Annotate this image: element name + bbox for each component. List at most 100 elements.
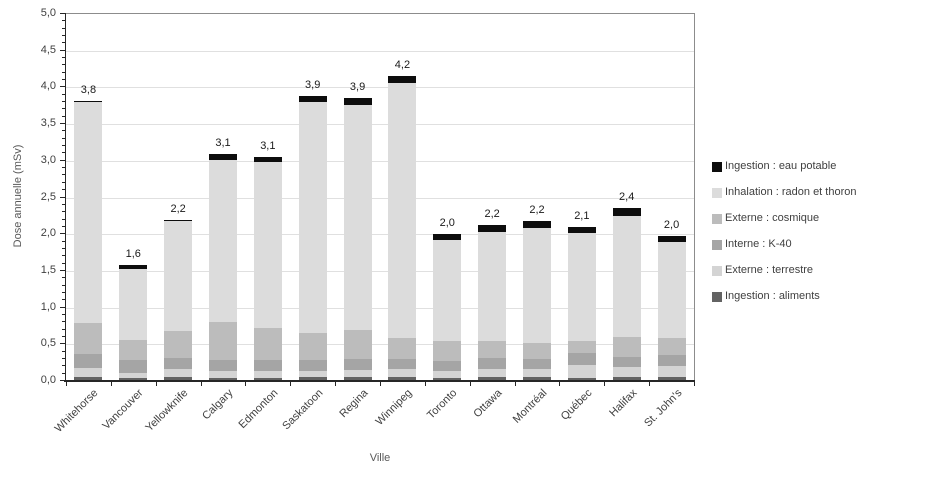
bar-total-label: 2,2 (529, 203, 545, 216)
y-major-tick (60, 49, 66, 51)
y-minor-tick (62, 93, 66, 95)
bar-total-label: 2,1 (574, 209, 590, 222)
y-major-tick (60, 86, 66, 88)
legend-item: Interne : K-40 (712, 239, 856, 250)
y-minor-tick (62, 372, 66, 374)
bar-segment (433, 234, 462, 241)
bar-segment (388, 337, 417, 359)
legend-item: Externe : cosmique (712, 213, 856, 224)
y-minor-tick (62, 57, 66, 59)
bar-segment (478, 232, 507, 342)
y-major-tick (60, 13, 66, 14)
bar-segment (657, 366, 686, 378)
bar-segment (388, 83, 417, 338)
y-major-tick (60, 343, 66, 345)
bar-segment (433, 340, 462, 362)
legend-swatch (712, 239, 722, 250)
legend-swatch (712, 161, 722, 172)
x-tick (380, 382, 381, 386)
bar-segment (657, 377, 686, 381)
bar-segment (164, 220, 193, 221)
x-tick (424, 382, 426, 386)
legend-swatch (712, 187, 722, 198)
x-tick (649, 382, 651, 386)
bar-segment (388, 377, 417, 381)
y-minor-tick (62, 108, 66, 110)
y-minor-tick (62, 20, 66, 22)
bar-segment (523, 227, 551, 343)
x-tick (335, 382, 337, 386)
bar-segment (209, 378, 237, 381)
bar-segment (657, 338, 686, 356)
x-category-label: Whitehorse (53, 387, 101, 435)
y-tick-label: 2,5 (40, 190, 56, 203)
y-major-tick (60, 159, 66, 161)
y-minor-tick (62, 130, 66, 132)
bar-segment (119, 339, 148, 361)
bar-segment (298, 359, 327, 371)
y-minor-tick (62, 211, 66, 213)
bar-segment (343, 329, 372, 359)
bar-segment (343, 105, 372, 330)
bar-segment (74, 323, 103, 354)
bar-segment (567, 341, 596, 354)
gridline (66, 50, 694, 52)
bar-segment (478, 341, 507, 359)
legend-item: Inhalation : radon et thoron (712, 187, 856, 198)
gridline (66, 344, 694, 346)
gridline (66, 270, 694, 272)
y-tick-label: 0,5 (40, 337, 56, 350)
bar-segment (433, 378, 462, 381)
bar-segment (209, 370, 237, 379)
y-major-tick (60, 196, 66, 198)
y-tick-label: 1,5 (40, 263, 56, 276)
bar-segment (657, 235, 686, 243)
x-tick (514, 382, 516, 386)
bar-segment (612, 207, 641, 216)
bar-total-label: 3,1 (260, 140, 276, 153)
legend-label: Ingestion : aliments (725, 290, 820, 302)
bar-segment (478, 224, 507, 232)
bar-segment (209, 359, 237, 371)
bar-segment (253, 328, 282, 361)
bar-segment (253, 157, 282, 163)
bar-segment (164, 221, 193, 332)
y-minor-tick (62, 145, 66, 147)
legend: Ingestion : eau potable Inhalation : rado… (712, 161, 856, 302)
bar-segment (388, 359, 417, 370)
bar-segment (478, 369, 507, 378)
bar-segment (74, 367, 103, 378)
bar-segment (164, 377, 193, 381)
y-minor-tick (62, 152, 66, 154)
y-minor-tick (62, 284, 66, 286)
y-major-tick (60, 269, 66, 271)
bar-segment (343, 359, 372, 370)
bar-segment (478, 377, 507, 381)
bar-segment (253, 162, 282, 329)
y-minor-tick (62, 247, 66, 249)
bar-segment (567, 378, 596, 381)
y-tick-label: 1,0 (40, 300, 56, 313)
bar-segment (343, 370, 372, 378)
y-minor-tick (62, 365, 66, 367)
x-tick (469, 382, 471, 386)
bar-segment (343, 98, 372, 106)
y-minor-tick (62, 35, 66, 37)
x-axis-line (64, 380, 695, 382)
x-axis-title: Ville (369, 452, 391, 464)
bar-segment (612, 377, 641, 381)
bar-segment (433, 240, 462, 341)
x-tick (155, 382, 157, 386)
bar-segment (209, 321, 237, 360)
bar-total-label: 3,1 (215, 137, 231, 150)
y-tick-label: 5,0 (40, 7, 56, 19)
y-tick-label: 0,0 (40, 374, 56, 386)
bar-segment (567, 233, 596, 342)
legend-swatch (712, 213, 722, 224)
bar-segment (298, 370, 327, 378)
gridline (66, 234, 694, 236)
bar-total-label: 4,2 (394, 59, 411, 72)
y-minor-tick (62, 313, 66, 315)
y-tick-label: 3,0 (40, 153, 56, 166)
